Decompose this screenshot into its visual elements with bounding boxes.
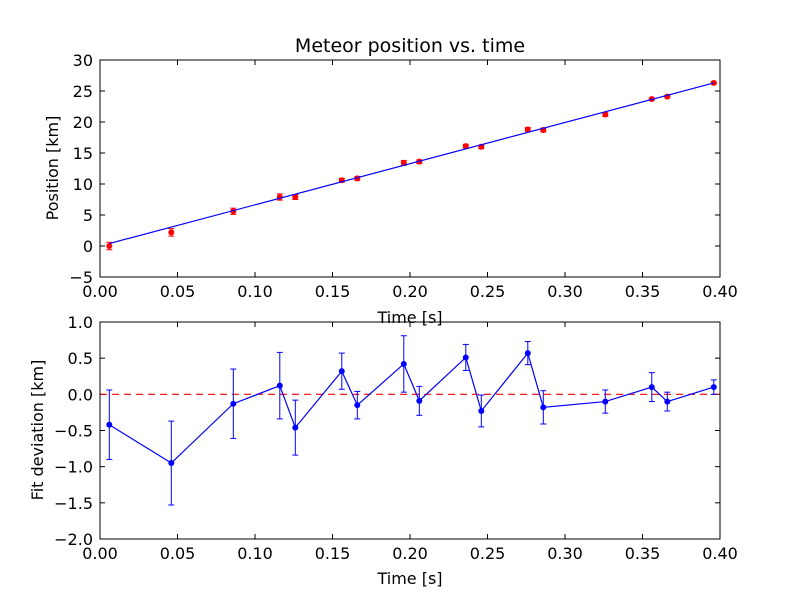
data-point [478,407,485,414]
data-point [540,404,547,411]
x-tick-label: 0.10 [237,282,273,301]
data-point [230,400,237,407]
data-point [338,368,345,375]
x-tick-label: 0.35 [625,282,661,301]
data-point [400,360,407,367]
y-tick-label: 0.0 [68,385,93,404]
x-tick-label: 0.15 [315,282,351,301]
x-tick-label: 0.05 [160,544,196,563]
x-axis-label-bottom: Time [s] [376,569,442,588]
data-point [648,384,655,391]
x-tick-label: 0.40 [702,544,738,563]
y-tick-label: −0.5 [54,422,93,441]
y-tick-label: 10 [73,175,93,194]
x-tick-label: 0.40 [702,282,738,301]
x-tick-label: 0.35 [625,544,661,563]
data-point [168,460,175,467]
chart-title: Meteor position vs. time [295,35,525,57]
data-point [710,384,717,391]
y-tick-label: −1.0 [54,458,93,477]
y-axis-label-top: Position [km] [43,116,62,221]
data-point [524,350,531,357]
x-tick-label: 0.30 [547,544,583,563]
y-tick-label: 5 [83,206,93,225]
data-point [276,382,283,389]
data-point [106,243,113,249]
x-tick-label: 0.30 [547,282,583,301]
data-point [416,397,423,404]
y-tick-label: −5 [69,268,93,287]
y-axis-label-bottom: Fit deviation [km] [28,360,47,501]
position-plot: 0.00 0.05 0.10 0.15 0.20 0.25 0.30 0.35 0.40 −5 0 5… [69,51,737,301]
y-tick-label: 25 [73,82,93,101]
data-point [354,402,361,409]
x-tick-label: 0.20 [392,282,428,301]
x-tick-label: 0.25 [470,544,506,563]
x-tick-label: 0.15 [315,544,351,563]
x-tick-label: 0.10 [237,544,273,563]
data-point [602,398,609,405]
y-tick-label: 20 [73,113,93,132]
y-tick-label: 0.5 [68,349,93,368]
x-tick-label: 0.25 [470,282,506,301]
data-point [292,194,299,201]
data-point [106,421,113,428]
data-point [664,398,671,405]
y-tick-label: −2.0 [54,530,93,549]
data-point [462,354,469,361]
data-point [168,229,175,236]
y-tick-label: 30 [73,51,93,70]
data-point [292,424,299,431]
y-tick-label: 0 [83,237,93,256]
data-point [524,126,531,133]
y-tick-label: 15 [73,144,93,163]
axes-frame [99,59,721,278]
deviation-line [108,351,714,464]
x-tick-label: 0.20 [392,544,428,563]
x-tick-label: 0.00 [82,282,118,301]
fit-line [109,82,714,245]
y-tick-label: −1.5 [54,494,93,513]
axes-frame [99,321,721,540]
y-tick-label: 1.0 [68,313,93,332]
x-tick-label: 0.00 [82,544,118,563]
deviation-plot: 0.00 0.05 0.10 0.15 0.20 0.25 0.30 0.35 0.40 −2.0… [54,313,738,563]
x-tick-label: 0.05 [160,282,196,301]
